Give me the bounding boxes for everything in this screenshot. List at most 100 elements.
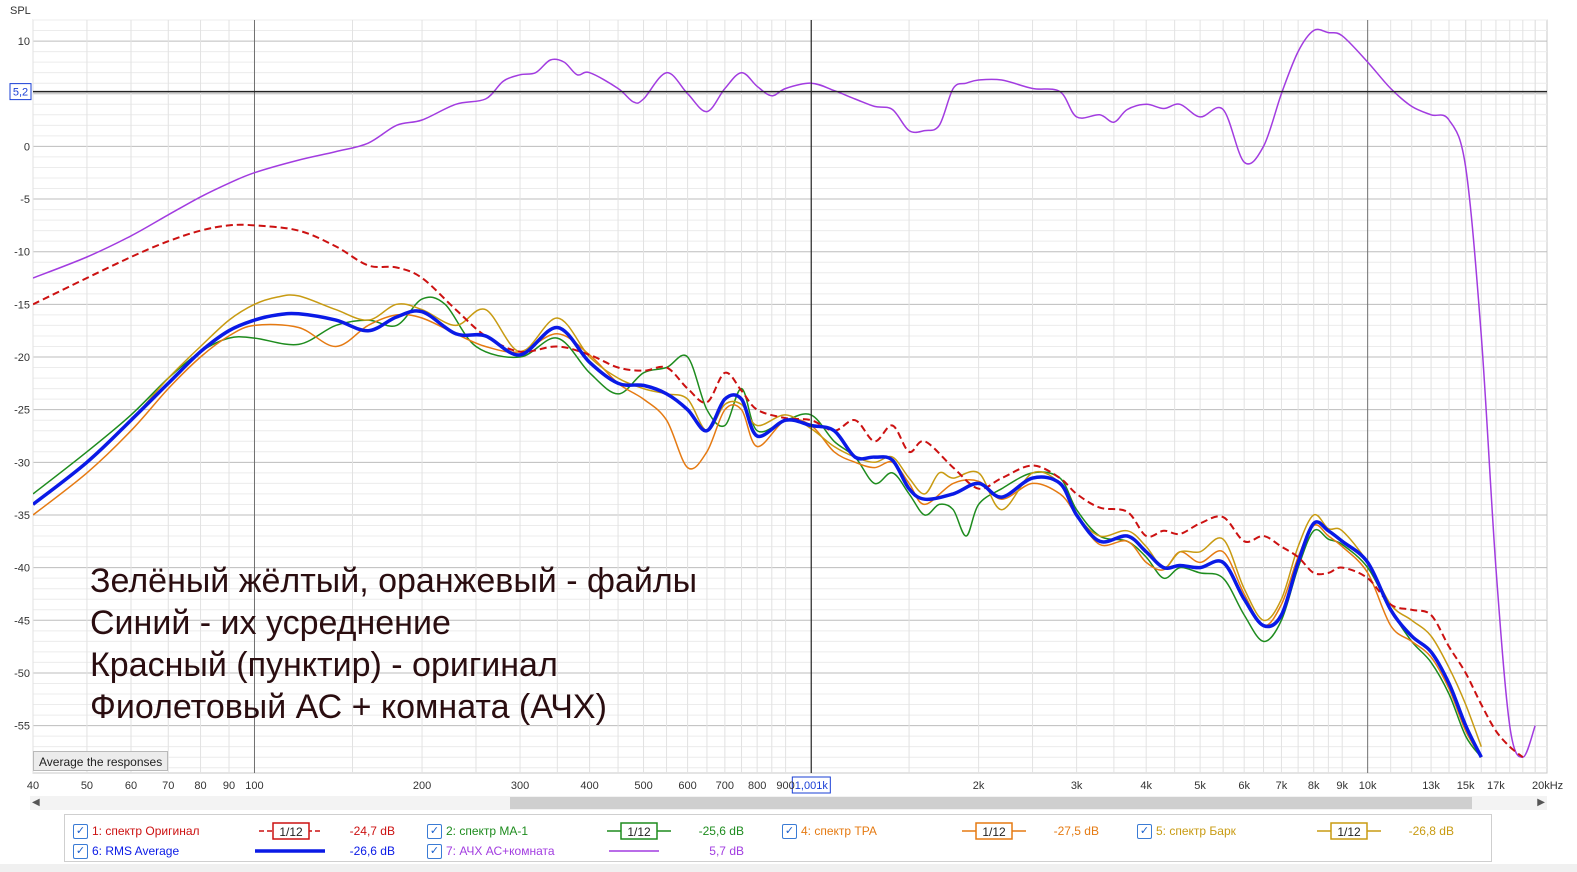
checkbox-icon[interactable]: ✓ xyxy=(782,824,797,839)
y-tick-label: -15 xyxy=(14,299,30,311)
x-tick-label: 40 xyxy=(27,780,39,792)
smoothing-box xyxy=(272,822,310,840)
legend-smoothing-swatch[interactable]: 1/12 xyxy=(607,821,671,841)
x-tick-label: 80 xyxy=(194,780,206,792)
x-tick-label: 2k xyxy=(973,780,985,792)
legend-item-label: 7: АЧХ АС+комната xyxy=(446,844,555,858)
x-tick-label: 100 xyxy=(245,780,263,792)
legend-item-value: -26,8 dB xyxy=(1408,824,1454,838)
x-tick-label: 10k xyxy=(1359,780,1377,792)
x-tick-label: 8k xyxy=(1308,780,1320,792)
annotation-line-3: Красный (пунктир) - оригинал xyxy=(90,646,558,684)
status-strip xyxy=(0,864,1577,872)
horizontal-scrollbar[interactable]: ◀ ▶ xyxy=(30,796,1547,810)
y-tick-label: 10 xyxy=(18,36,30,48)
series-line-4 xyxy=(33,294,1483,747)
y-tick-label: -25 xyxy=(14,405,30,417)
legend-smoothing-swatch[interactable]: 1/12 xyxy=(1317,821,1381,841)
x-tick-label: 60 xyxy=(125,780,137,792)
legend-item-label: 6: RMS Average xyxy=(92,844,180,858)
x-tick-label: 800 xyxy=(748,780,766,792)
y-tick-label: -10 xyxy=(14,247,30,259)
y-tick-label: -30 xyxy=(14,457,30,469)
cursor-y-readout: 5,2 xyxy=(13,87,28,99)
smoothing-label: 1/12 xyxy=(627,825,651,839)
y-axis-label: SPL xyxy=(10,5,31,17)
frequency-response-chart[interactable]: 5,21,001k 100-5-10-15-20-25-30-35-40-45-… xyxy=(0,0,1577,800)
legend-line-swatch[interactable] xyxy=(253,841,327,861)
x-tick-label: 600 xyxy=(678,780,696,792)
series-line-1 xyxy=(33,223,1524,758)
annotation-line-4: Фиолетовый АС + комната (АЧХ) xyxy=(90,688,607,726)
scrollbar-thumb[interactable] xyxy=(510,797,1472,809)
x-tick-label: 700 xyxy=(716,780,734,792)
chart-series xyxy=(33,28,1536,758)
x-tick-label: 7k xyxy=(1276,780,1288,792)
smoothing-box xyxy=(1330,822,1368,840)
legend-item-rms-average[interactable]: ✓ 6: RMS Average -26,6 dB xyxy=(73,841,413,861)
plot-area xyxy=(32,19,1548,774)
series-line-5 xyxy=(33,309,1483,758)
y-tick-label: -55 xyxy=(14,721,30,733)
checkbox-icon[interactable]: ✓ xyxy=(73,824,88,839)
checkbox-icon[interactable]: ✓ xyxy=(427,824,442,839)
smoothing-label: 1/12 xyxy=(982,825,1006,839)
checkbox-icon[interactable]: ✓ xyxy=(427,844,442,859)
smoothing-label: 1/12 xyxy=(1337,825,1361,839)
smoothing-label: 1/12 xyxy=(279,825,303,839)
x-tick-label: 9k xyxy=(1336,780,1348,792)
cursor-x-readout: 1,001k xyxy=(795,780,829,792)
x-axis-unit-label: 20kHz xyxy=(1532,780,1563,792)
x-tick-label: 50 xyxy=(81,780,93,792)
y-tick-label: -40 xyxy=(14,563,30,575)
series-line-6 xyxy=(33,28,1536,758)
legend-item-label: 5: спектр Барк xyxy=(1156,824,1236,838)
smoothing-box xyxy=(975,822,1013,840)
checkbox-icon[interactable]: ✓ xyxy=(1137,824,1152,839)
x-tick-label: 15k xyxy=(1457,780,1475,792)
x-tick-label: 6k xyxy=(1238,780,1250,792)
chart-grid xyxy=(32,19,1548,774)
x-tick-label: 70 xyxy=(162,780,174,792)
legend-item-value: 5,7 dB xyxy=(709,844,744,858)
legend-line-swatch[interactable] xyxy=(607,841,661,861)
legend-item-value: -27,5 dB xyxy=(1053,824,1099,838)
x-tick-label: 900 xyxy=(776,780,794,792)
average-responses-button[interactable]: Average the responses xyxy=(33,751,169,771)
chart-cursor[interactable]: 5,2 1,001k xyxy=(9,20,1547,794)
checkbox-icon[interactable]: ✓ xyxy=(73,844,88,859)
legend-item-value: -24,7 dB xyxy=(349,824,395,838)
legend-smoothing-swatch[interactable]: 1/12 xyxy=(962,821,1026,841)
legend-item-tpa[interactable]: ✓ 4: спектр TPA 1/12 -27,5 dB xyxy=(782,821,1122,841)
x-tick-label: 17k xyxy=(1487,780,1505,792)
scroll-right-arrow-icon[interactable]: ▶ xyxy=(1537,797,1545,808)
x-tick-label: 13k xyxy=(1422,780,1440,792)
x-tick-label: 300 xyxy=(511,780,529,792)
x-tick-label: 4k xyxy=(1140,780,1152,792)
y-tick-label: 0 xyxy=(24,141,30,153)
legend-item-label: 4: спектр TPA xyxy=(801,824,877,838)
y-tick-label: -45 xyxy=(14,615,30,627)
legend-item-value: -26,6 dB xyxy=(349,844,395,858)
scroll-left-arrow-icon[interactable]: ◀ xyxy=(32,797,40,808)
x-tick-label: 5k xyxy=(1194,780,1206,792)
y-tick-label: -20 xyxy=(14,352,30,364)
y-tick-label: -50 xyxy=(14,668,30,680)
x-tick-label: 3k xyxy=(1071,780,1083,792)
legend-item-original[interactable]: ✓ 1: спектр Оригинал 1/12 -24,7 dB xyxy=(73,821,413,841)
smoothing-box xyxy=(620,822,658,840)
annotation-line-1: Зелёный жёлтый, оранжевый - файлы xyxy=(90,562,697,600)
x-tick-label: 500 xyxy=(634,780,652,792)
legend-item-speaker-room[interactable]: ✓ 7: АЧХ АС+комната 5,7 dB xyxy=(427,841,767,861)
legend-smoothing-swatch[interactable]: 1/12 xyxy=(259,821,323,841)
annotation-text: Зелёный жёлтый, оранжевый - файлы Синий … xyxy=(90,562,697,726)
legend-item-label: 2: спектр МА-1 xyxy=(446,824,529,838)
legend-item-bark[interactable]: ✓ 5: спектр Барк 1/12 -26,8 dB xyxy=(1137,821,1477,841)
legend-panel: ✓ 1: спектр Оригинал 1/12 -24,7 dB ✓ 2: … xyxy=(64,814,1492,862)
cursor-x-readout-box xyxy=(791,776,831,794)
x-tick-label: 400 xyxy=(580,780,598,792)
annotation-line-2: Синий - их усреднение xyxy=(90,604,451,642)
cursor-y-readout-box xyxy=(9,83,32,101)
legend-item-ma1[interactable]: ✓ 2: спектр МА-1 1/12 -25,6 dB xyxy=(427,821,767,841)
